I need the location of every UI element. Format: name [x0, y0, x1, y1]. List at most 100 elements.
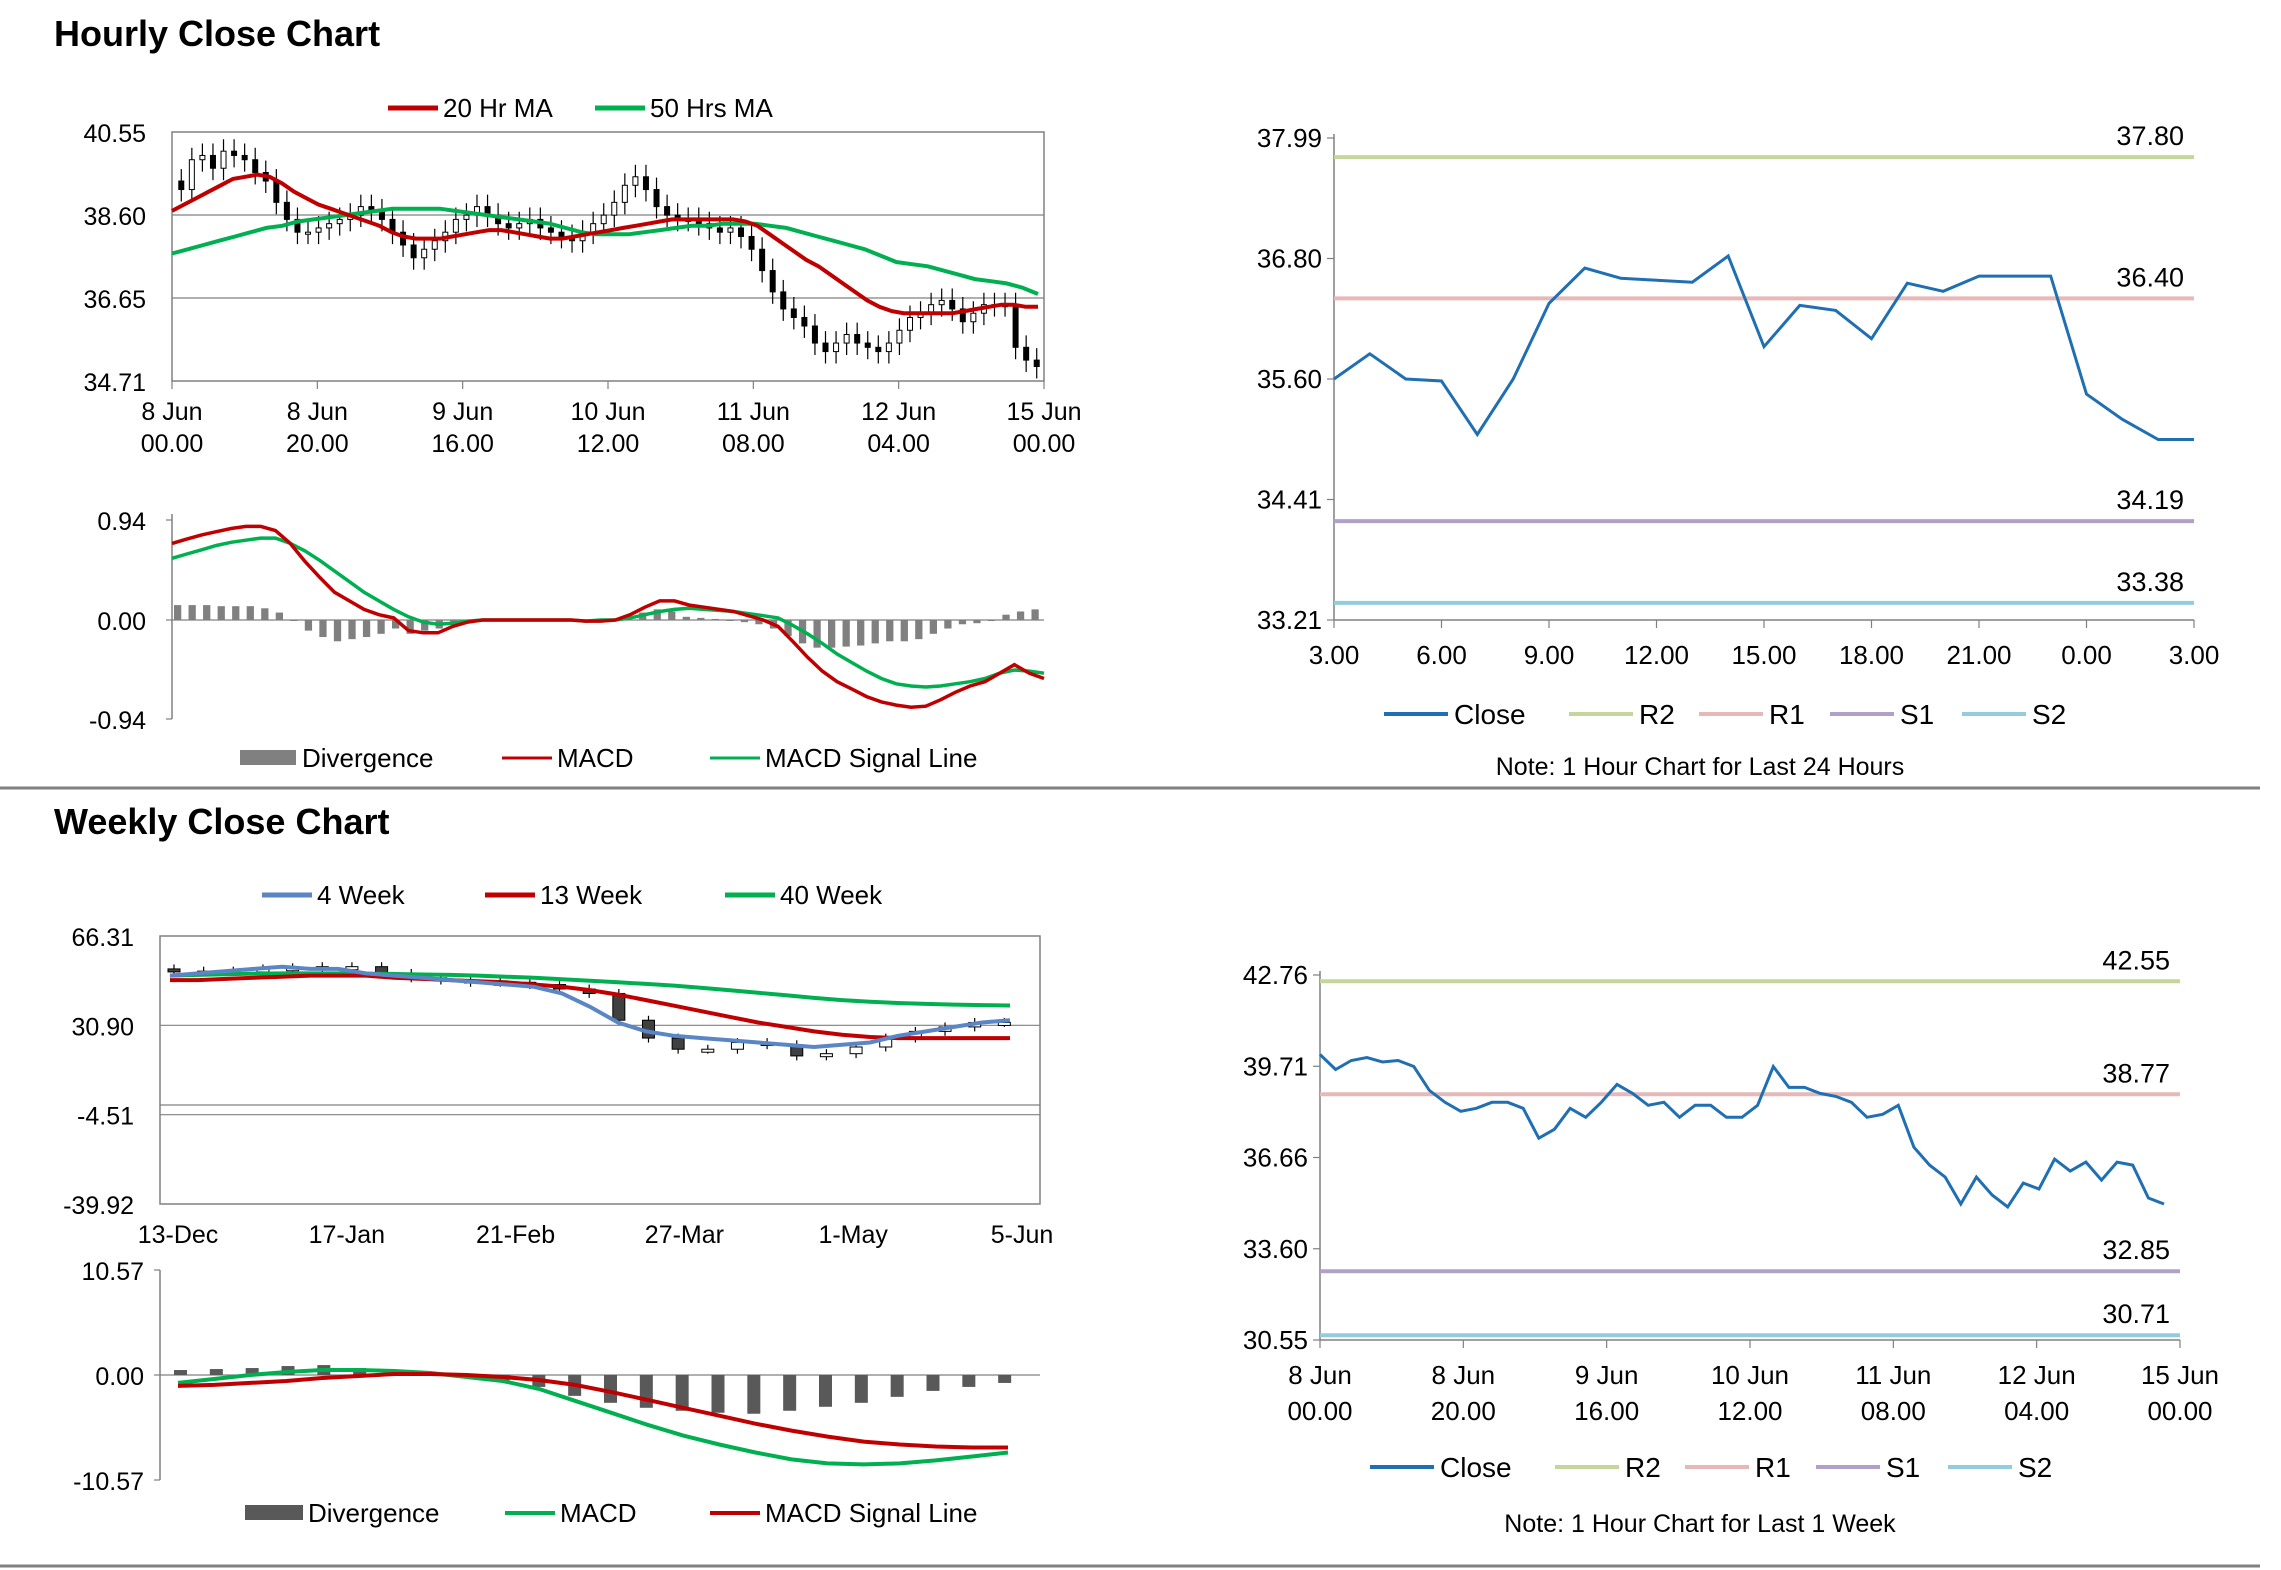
x-tick-label: 10 Jun [1711, 1360, 1789, 1390]
candle-body [854, 334, 861, 344]
ma50-line [171, 206, 1039, 296]
divergence-bar [1031, 609, 1039, 620]
x-tick-label: 3.00 [2169, 640, 2220, 670]
level-label-r1: 36.40 [2116, 262, 2184, 292]
candle-body [759, 248, 766, 272]
legend-13week: 13 Week [540, 880, 643, 910]
divergence-bar [290, 620, 298, 621]
x-tick-label: 12.00 [1624, 640, 1689, 670]
divergence-bar [726, 620, 734, 621]
candle-body [516, 223, 523, 229]
candle-body [671, 1037, 685, 1050]
divergence-bar [697, 617, 705, 620]
level-label-s1: 32.85 [2102, 1235, 2170, 1265]
legend-divergence-swatch [245, 1505, 303, 1520]
legend-signal: MACD Signal Line [765, 1498, 977, 1528]
macd-line [171, 524, 1045, 709]
candle-body [600, 214, 607, 225]
legend-40week: 40 Week [780, 880, 883, 910]
x-tick-label: 11 Jun [1855, 1360, 1931, 1390]
x-tick-label: 20.00 [286, 430, 349, 458]
divergence-bar [854, 1375, 868, 1403]
candle-body [410, 244, 417, 259]
legend-4week: 4 Week [317, 880, 406, 910]
y-tick-label: 33.60 [1243, 1234, 1308, 1264]
candle-body [801, 316, 808, 327]
divergence-bar [246, 606, 254, 620]
candle-body [727, 227, 734, 233]
divergence-bar [962, 1375, 976, 1387]
divergence-bar [886, 620, 894, 642]
candle-body [188, 159, 195, 191]
x-tick-label: 15 Jun [2141, 1360, 2219, 1390]
y-tick-label: 0.00 [95, 1363, 144, 1391]
y-tick-label: 66.31 [71, 924, 134, 952]
divergence-bar [842, 620, 850, 647]
legend-divergence-swatch [240, 750, 296, 765]
divergence-bar [1016, 611, 1025, 620]
x-tick-label: 15 Jun [1006, 398, 1081, 426]
legend-label: S1 [1886, 1452, 1920, 1483]
divergence-bar [857, 620, 865, 646]
legend-label: Close [1440, 1452, 1512, 1483]
divergence-bar [900, 620, 908, 642]
candle-body [452, 218, 459, 233]
x-tick-label: 12.00 [1717, 1396, 1782, 1426]
candle-body [178, 180, 185, 191]
legend-label: R2 [1625, 1452, 1661, 1483]
legend-label: R1 [1769, 699, 1805, 730]
y-tick-label: 37.99 [1257, 123, 1322, 153]
divergence-bar [915, 620, 923, 640]
legend-label: S2 [2032, 699, 2066, 730]
divergence-bar [604, 1375, 617, 1403]
hourly-section-title: Hourly Close Chart [54, 13, 380, 54]
y-tick-label: 34.71 [83, 369, 146, 397]
weekly-section-title: Weekly Close Chart [54, 801, 389, 842]
divergence-bar [828, 620, 836, 648]
hourly-24h-chart: 37.99 36.80 35.60 34.41 33.21 3.00 6.00 9.00 12.… [1257, 121, 2219, 781]
y-tick-label: 36.66 [1243, 1143, 1308, 1173]
candle-body [716, 227, 723, 233]
week13-line [170, 973, 1010, 1041]
legend-macd: MACD [557, 743, 634, 773]
candle-body [653, 189, 660, 208]
candle-body [843, 334, 850, 344]
candle-body [819, 1053, 833, 1058]
y-tick-label: -39.92 [63, 1192, 134, 1220]
divergence-bar [926, 1375, 940, 1391]
candle-body [505, 223, 512, 229]
y-tick-label: 38.60 [83, 203, 146, 231]
candle-body [209, 154, 216, 169]
plot-frame [171, 131, 1045, 382]
y-tick-label: -10.57 [73, 1468, 144, 1496]
legend-label: R1 [1755, 1452, 1791, 1483]
candle-body [558, 231, 565, 237]
chart-note: Note: 1 Hour Chart for Last 24 Hours [1496, 753, 1905, 781]
level-label-r2: 42.55 [2102, 945, 2170, 975]
divergence-bar [740, 620, 749, 623]
x-tick-label: 15.00 [1731, 640, 1796, 670]
candle-body [294, 218, 301, 233]
candle-body [906, 316, 913, 331]
close-line [1333, 253, 2194, 441]
divergence-bar [261, 608, 269, 620]
divergence-bar [944, 620, 952, 629]
y-tick-label: 36.65 [83, 286, 146, 314]
y-tick-label: 10.57 [81, 1258, 144, 1286]
candle-body [738, 227, 745, 237]
x-tick-label: 11 Jun [717, 398, 790, 426]
y-tick-label: 0.94 [97, 508, 146, 536]
y-tick-label: 33.21 [1257, 605, 1322, 635]
divergence-bar [1002, 614, 1010, 620]
macd-signal-line [177, 1372, 1008, 1450]
divergence-bar [711, 1375, 725, 1413]
candle-body [547, 227, 554, 233]
candle-body [642, 176, 649, 191]
x-tick-label: 16.00 [431, 430, 494, 458]
divergence-bar [890, 1375, 904, 1397]
candle-body [220, 150, 227, 169]
divergence-bar [929, 620, 937, 634]
divergence-bar [682, 616, 690, 620]
divergence-bar [188, 605, 196, 620]
y-tick-label: 30.90 [71, 1013, 134, 1041]
